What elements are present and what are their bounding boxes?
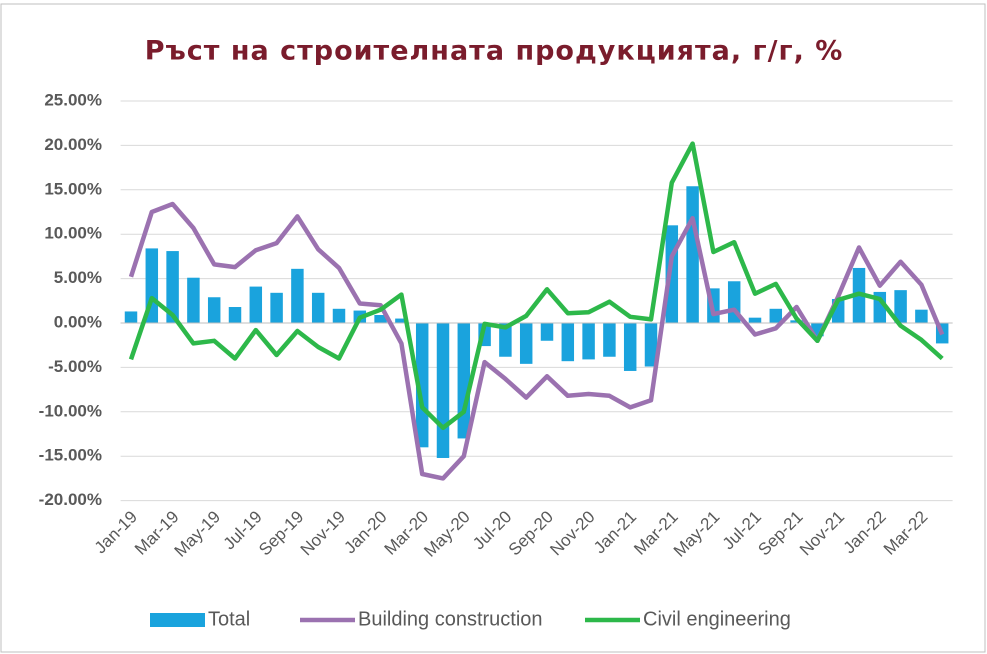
y-tick-label: -10.00%	[39, 401, 102, 420]
y-tick-label: -20.00%	[39, 490, 102, 509]
bar	[311, 292, 325, 323]
bar	[519, 323, 533, 364]
bar	[207, 297, 221, 323]
bar	[499, 323, 512, 357]
bar	[540, 323, 554, 341]
legend-label: Civil engineering	[643, 608, 791, 630]
bar	[332, 308, 346, 323]
bar	[187, 277, 200, 323]
bar	[686, 186, 699, 323]
bar	[415, 323, 429, 448]
bar	[166, 251, 179, 323]
bar	[457, 323, 471, 439]
legend-label: Total	[208, 608, 250, 630]
bar	[291, 268, 304, 323]
legend-swatch	[150, 613, 205, 627]
bar	[915, 309, 928, 323]
y-tick-label: -5.00%	[48, 357, 102, 376]
bar	[228, 307, 242, 323]
line	[128, 201, 945, 481]
bar	[644, 323, 658, 367]
bar	[124, 311, 138, 323]
bar	[270, 292, 283, 323]
bar	[395, 318, 408, 323]
line	[128, 141, 944, 431]
bar	[436, 323, 450, 458]
y-tick-label: -15.00%	[39, 446, 102, 465]
y-tick-label: 15.00%	[44, 179, 102, 198]
legend-label: Building construction	[358, 608, 543, 630]
y-tick-label: 20.00%	[44, 135, 102, 154]
bar	[374, 315, 387, 323]
bar	[582, 323, 595, 360]
y-tick-label: 10.00%	[44, 224, 102, 243]
bar	[603, 323, 616, 357]
bar	[561, 323, 575, 362]
bar	[623, 323, 637, 371]
bar	[769, 308, 783, 323]
bar	[748, 317, 762, 323]
chart-title: Ръст на строителната продукцията, г/г, %	[145, 36, 844, 67]
bar	[249, 286, 263, 323]
y-tick-label: 25.00%	[44, 90, 102, 109]
y-tick-label: 5.00%	[54, 268, 102, 287]
bar	[894, 290, 907, 323]
y-tick-label: 0.00%	[54, 312, 102, 331]
